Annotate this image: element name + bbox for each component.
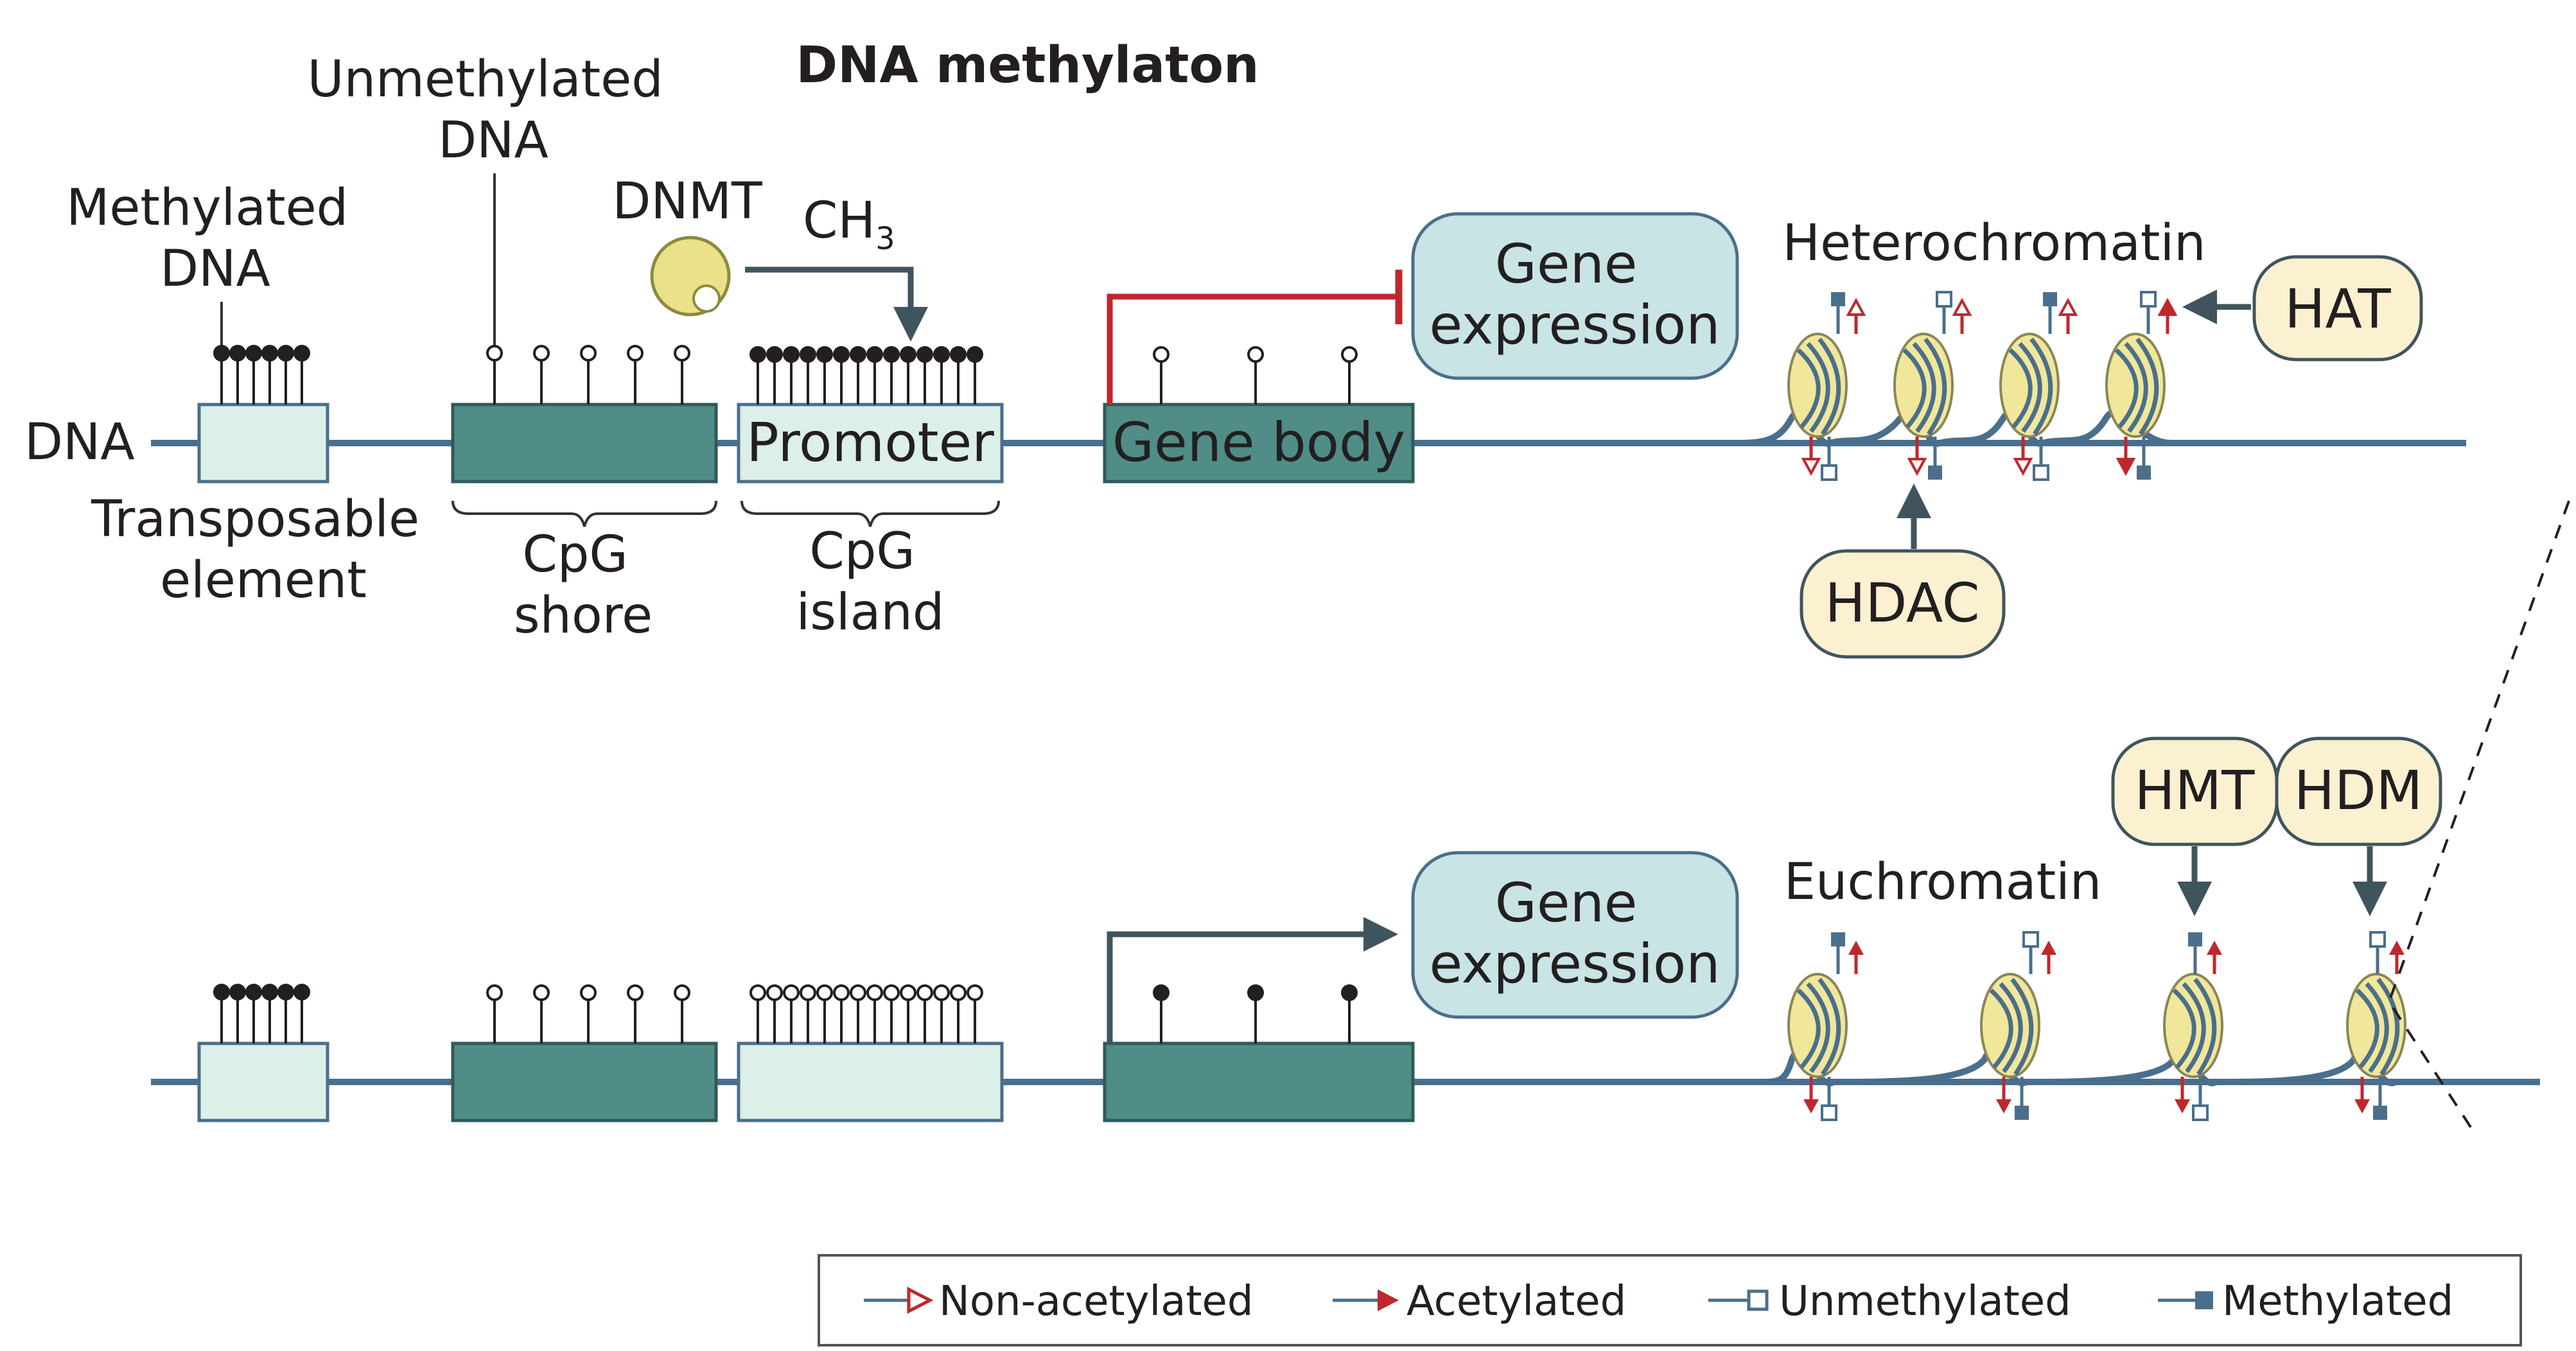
filled-square-icon: [2195, 1291, 2213, 1309]
hdm-box: [2275, 737, 2442, 846]
filled-triangle-icon: [1378, 1289, 1399, 1311]
legend-label-unmethylated: Unmethylated: [1779, 1278, 2071, 1325]
dnmt-enzyme-icon: [650, 236, 731, 317]
activation-arrow: [1107, 917, 1398, 1043]
gene-expression-label-repressed: Gene expression: [1429, 232, 1720, 356]
cpg-island-bracket: [740, 500, 1000, 527]
hat-box: [2252, 255, 2423, 362]
heterochromatin-label: Heterochromatin: [1782, 214, 2205, 272]
dna-label: DNA: [24, 414, 135, 471]
nucleosome-eu-4: [2346, 931, 2406, 1120]
gene-body-box: [1103, 403, 1415, 484]
legend-item-methylated: Methylated: [2158, 1278, 2453, 1325]
hdm-label: HDM: [2294, 759, 2423, 822]
transposable-element-box-bottom: [197, 1042, 329, 1122]
legend-item-non-acetylated: Non-acetylated: [864, 1278, 1254, 1325]
promoter-unmethylated-lollipops-bottom: [749, 984, 983, 1043]
euchromatin-dna-curve: [1759, 1049, 2397, 1086]
nucleosome-eu-1: [1787, 932, 1864, 1121]
gene-body-unmethylated-lollipops: [1153, 346, 1358, 405]
nucleosome-het-2: [1893, 291, 1972, 480]
euchromatin-label: Euchromatin: [1784, 853, 2102, 911]
ch3-label: CH3: [803, 192, 895, 257]
diagram-title: DNA methylaton: [796, 37, 1259, 94]
methylated-dna-label: Methylated DNA: [66, 179, 364, 298]
unmethylated-cpg-lollipops-bottom: [486, 984, 690, 1043]
cpg-shore-label: CpG shore: [514, 526, 653, 645]
nucleosome-het-3: [1999, 292, 2078, 481]
hat-label: HAT: [2284, 277, 2391, 340]
open-triangle-icon: [907, 1286, 934, 1314]
methylated-cpg-lollipops: [213, 345, 310, 405]
repression-line: [1107, 293, 1399, 405]
gene-expression-box-repressed: [1411, 212, 1739, 380]
methyl-transfer-arrow: [745, 266, 928, 342]
dnmt-label: DNMT: [612, 173, 762, 231]
legend-box: [818, 1254, 2522, 1347]
open-square-icon: [1747, 1289, 1769, 1311]
gene-body-label: Gene body: [1112, 411, 1405, 474]
gene-body-box-bottom: [1103, 1042, 1415, 1122]
legend-label-non-acetylated: Non-acetylated: [939, 1278, 1254, 1325]
hmt-label: HMT: [2135, 759, 2256, 822]
cpg-shore-bracket: [451, 500, 717, 527]
cpg-shore-box-bottom: [451, 1042, 718, 1122]
legend-label-acetylated: Acetylated: [1406, 1278, 1626, 1325]
transposable-element-box: [197, 403, 329, 484]
gene-expression-box-active: [1411, 851, 1739, 1019]
cpg-shore-box: [451, 403, 718, 484]
hdac-label: HDAC: [1825, 571, 1979, 634]
legend-item-acetylated: Acetylated: [1333, 1278, 1626, 1325]
legend-item-unmethylated: Unmethylated: [1708, 1278, 2071, 1325]
nucleosome-het-4: [2105, 291, 2178, 480]
methylated-cpg-lollipops-bottom: [213, 984, 310, 1043]
unmethylated-dna-label: Unmethylated DNA: [307, 51, 679, 170]
promoter-box: [737, 403, 1004, 484]
promoter-methylated-lollipops: [749, 346, 983, 405]
gene-expression-label-active: Gene expression: [1429, 871, 1720, 995]
nucleosome-het-1: [1787, 292, 1866, 481]
promoter-box-bottom: [737, 1042, 1004, 1122]
legend-label-methylated: Methylated: [2222, 1278, 2453, 1325]
nucleosome-eu-3: [2163, 932, 2223, 1121]
promoter-label: Promoter: [746, 411, 994, 474]
transposable-element-label: Transposable element: [91, 491, 435, 609]
nucleosome-eu-2: [1980, 931, 2056, 1120]
cpg-island-label: CpG island: [796, 523, 945, 641]
unmethylated-cpg-lollipops: [486, 345, 690, 405]
gene-body-methylated-lollipops-bottom: [1153, 984, 1358, 1043]
hdac-box: [1800, 549, 2006, 659]
